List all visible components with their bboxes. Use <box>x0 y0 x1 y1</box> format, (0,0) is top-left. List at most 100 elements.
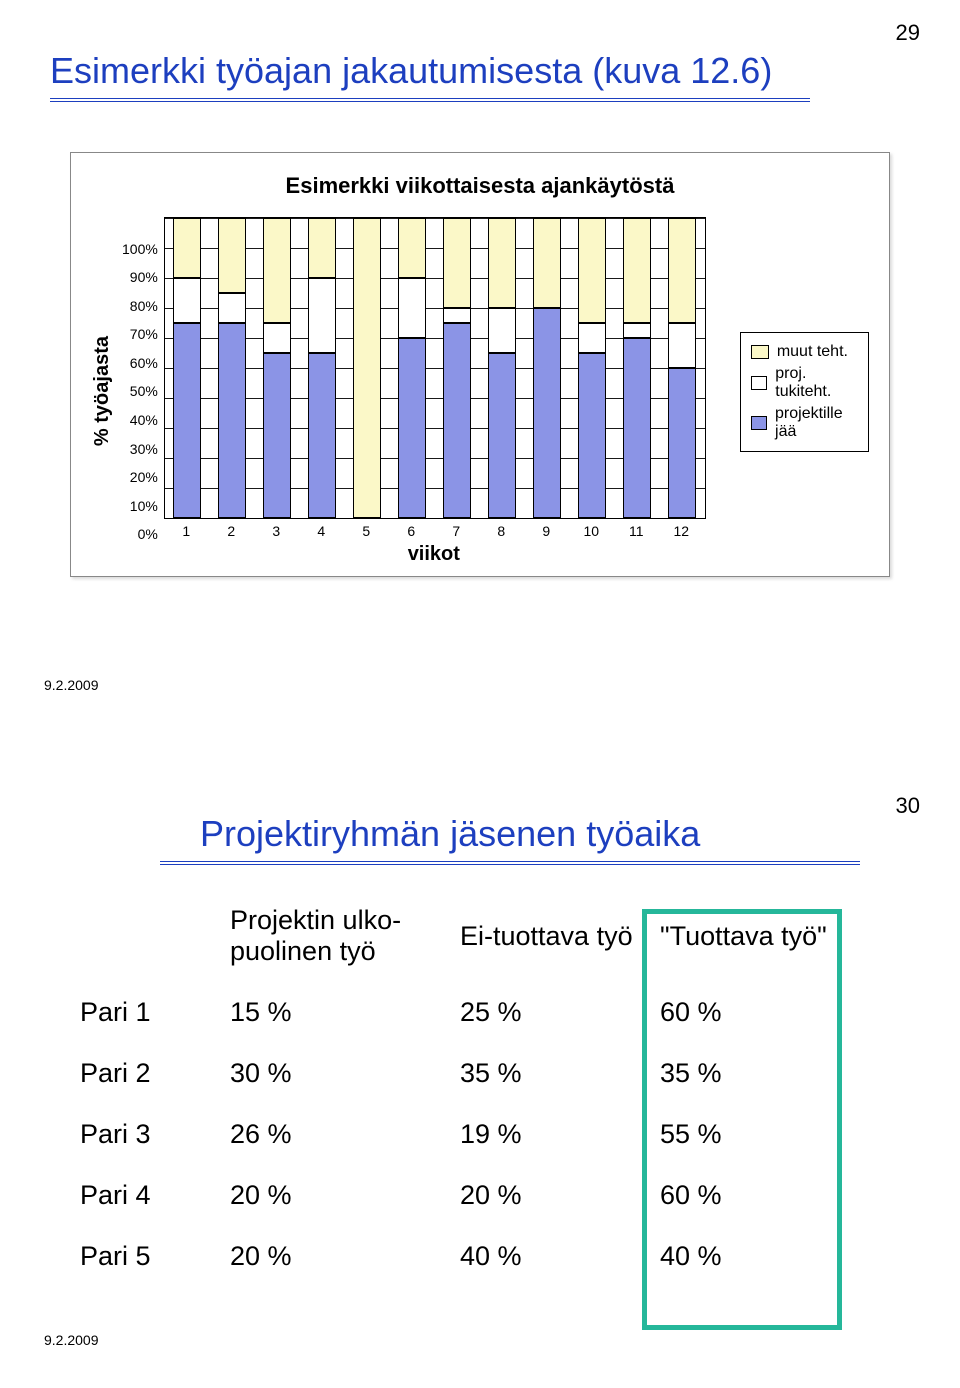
bar-segment <box>173 218 201 278</box>
stacked-bar <box>308 218 336 518</box>
bar-segment <box>578 218 606 323</box>
slide-title: Projektiryhmän jäsenen työaika <box>200 813 920 855</box>
bar-segment <box>668 323 696 368</box>
x-axis-label: viikot <box>164 543 704 566</box>
bar-segment <box>533 308 561 518</box>
x-tick-label: 4 <box>299 523 344 539</box>
stacked-bar <box>398 218 426 518</box>
legend-label: proj. tukiteht. <box>775 365 858 401</box>
bar-segment <box>308 278 336 353</box>
cell-col2: 35 % <box>460 1058 660 1089</box>
bar-segment <box>263 218 291 323</box>
y-axis-ticks: 100%90%80%70%60%50%40%30%20%10%0% <box>122 242 158 542</box>
chart-legend: muut teht. proj. tukiteht. projektille jää <box>740 332 869 452</box>
slide-2: 30 Projektiryhmän jäsenen työaika Projek… <box>0 773 960 1388</box>
cell-col1: 15 % <box>230 997 460 1028</box>
title-underline <box>160 861 860 865</box>
bar-segment <box>398 278 426 338</box>
legend-item: projektille jää <box>751 405 858 441</box>
legend-label: projektille jää <box>775 405 858 441</box>
bar-segment <box>443 323 471 518</box>
y-tick-label: 90% <box>122 270 158 284</box>
cell-col1: 26 % <box>230 1119 460 1150</box>
stacked-bar <box>488 218 516 518</box>
bar-segment <box>488 218 516 308</box>
footnote-date: 9.2.2009 <box>44 677 920 693</box>
stacked-bar <box>353 218 381 518</box>
bar-segment <box>533 218 561 308</box>
legend-swatch <box>751 416 767 430</box>
title-underline <box>50 98 810 102</box>
row-label: Pari 4 <box>80 1180 230 1211</box>
bar-segment <box>218 293 246 323</box>
bar-segment <box>173 323 201 518</box>
bar-segment <box>668 218 696 323</box>
x-tick-label: 12 <box>659 523 704 539</box>
x-tick-label: 11 <box>614 523 659 539</box>
x-tick-label: 1 <box>164 523 209 539</box>
row-label: Pari 1 <box>80 997 230 1028</box>
stacked-bar <box>533 218 561 518</box>
legend-item: muut teht. <box>751 343 858 361</box>
cell-col2: 40 % <box>460 1241 660 1272</box>
stacked-bar <box>263 218 291 518</box>
x-tick-label: 9 <box>524 523 569 539</box>
stacked-bar <box>218 218 246 518</box>
stacked-bar <box>173 218 201 518</box>
table-header-col2: Ei-tuottava työ <box>460 921 660 952</box>
x-tick-label: 3 <box>254 523 299 539</box>
table-header-col1: Projektin ulko- puolinen työ <box>230 905 460 967</box>
stacked-bar <box>443 218 471 518</box>
bar-segment <box>308 218 336 278</box>
plot-outer: 123456789101112 viikot <box>164 217 706 566</box>
cell-col1: 20 % <box>230 1180 460 1211</box>
y-tick-label: 20% <box>122 470 158 484</box>
stacked-bar <box>668 218 696 518</box>
bar-segment <box>623 323 651 338</box>
bar-segment <box>578 323 606 353</box>
y-tick-label: 40% <box>122 413 158 427</box>
x-axis-ticks: 123456789101112 <box>164 523 704 539</box>
bar-segment <box>173 278 201 323</box>
footnote-date: 9.2.2009 <box>44 1332 920 1348</box>
row-label: Pari 3 <box>80 1119 230 1150</box>
x-tick-label: 5 <box>344 523 389 539</box>
y-tick-label: 80% <box>122 299 158 313</box>
bar-segment <box>308 353 336 518</box>
chart-inner-title: Esimerkki viikottaisesta ajankäytöstä <box>91 173 869 199</box>
cell-col1: 30 % <box>230 1058 460 1089</box>
cell-col2: 20 % <box>460 1180 660 1211</box>
x-tick-label: 7 <box>434 523 479 539</box>
x-tick-label: 6 <box>389 523 434 539</box>
work-time-table: Projektin ulko- puolinen työ Ei-tuottava… <box>80 905 880 1272</box>
slide-1: 29 Esimerkki työajan jakautumisesta (kuv… <box>0 0 960 733</box>
header-col1-line1: Projektin ulko- <box>230 905 401 935</box>
slide-title: Esimerkki työajan jakautumisesta (kuva 1… <box>50 50 920 92</box>
bar-segment <box>488 353 516 518</box>
x-tick-label: 8 <box>479 523 524 539</box>
cell-col2: 19 % <box>460 1119 660 1150</box>
y-tick-label: 70% <box>122 327 158 341</box>
legend-swatch <box>751 345 769 359</box>
y-tick-label: 0% <box>122 527 158 541</box>
cell-col1: 20 % <box>230 1241 460 1272</box>
bar-segment <box>443 218 471 308</box>
bar-segment <box>263 323 291 353</box>
bar-segment <box>353 218 381 518</box>
chart-card: Esimerkki viikottaisesta ajankäytöstä % … <box>70 152 890 577</box>
stacked-bar <box>623 218 651 518</box>
bar-segment <box>623 338 651 518</box>
x-tick-label: 10 <box>569 523 614 539</box>
bar-segment <box>668 368 696 518</box>
header-col1-line2: puolinen työ <box>230 936 376 966</box>
y-tick-label: 30% <box>122 442 158 456</box>
highlight-box <box>642 909 842 1331</box>
bar-segment <box>443 308 471 323</box>
y-axis-label: % työajasta <box>91 336 114 446</box>
bar-segment <box>263 353 291 518</box>
page-number: 30 <box>896 793 920 819</box>
stacked-bar <box>578 218 606 518</box>
row-label: Pari 2 <box>80 1058 230 1089</box>
bar-segment <box>578 353 606 518</box>
y-tick-label: 50% <box>122 384 158 398</box>
